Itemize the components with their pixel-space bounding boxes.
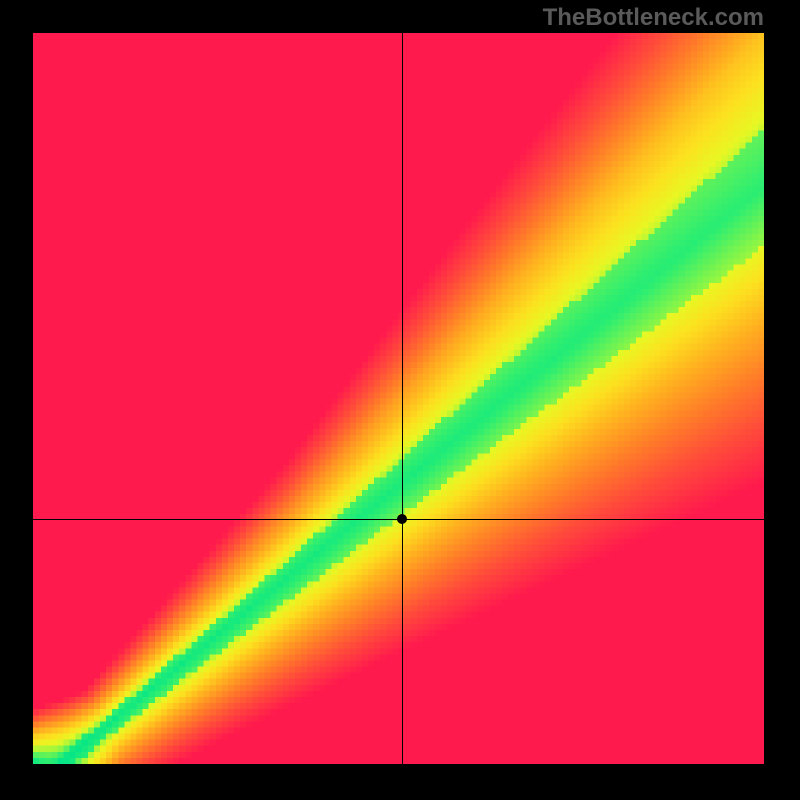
watermark-text: TheBottleneck.com [543,4,764,32]
crosshair-vertical [402,33,403,764]
crosshair-marker [397,514,407,524]
bottleneck-heatmap [33,33,764,764]
